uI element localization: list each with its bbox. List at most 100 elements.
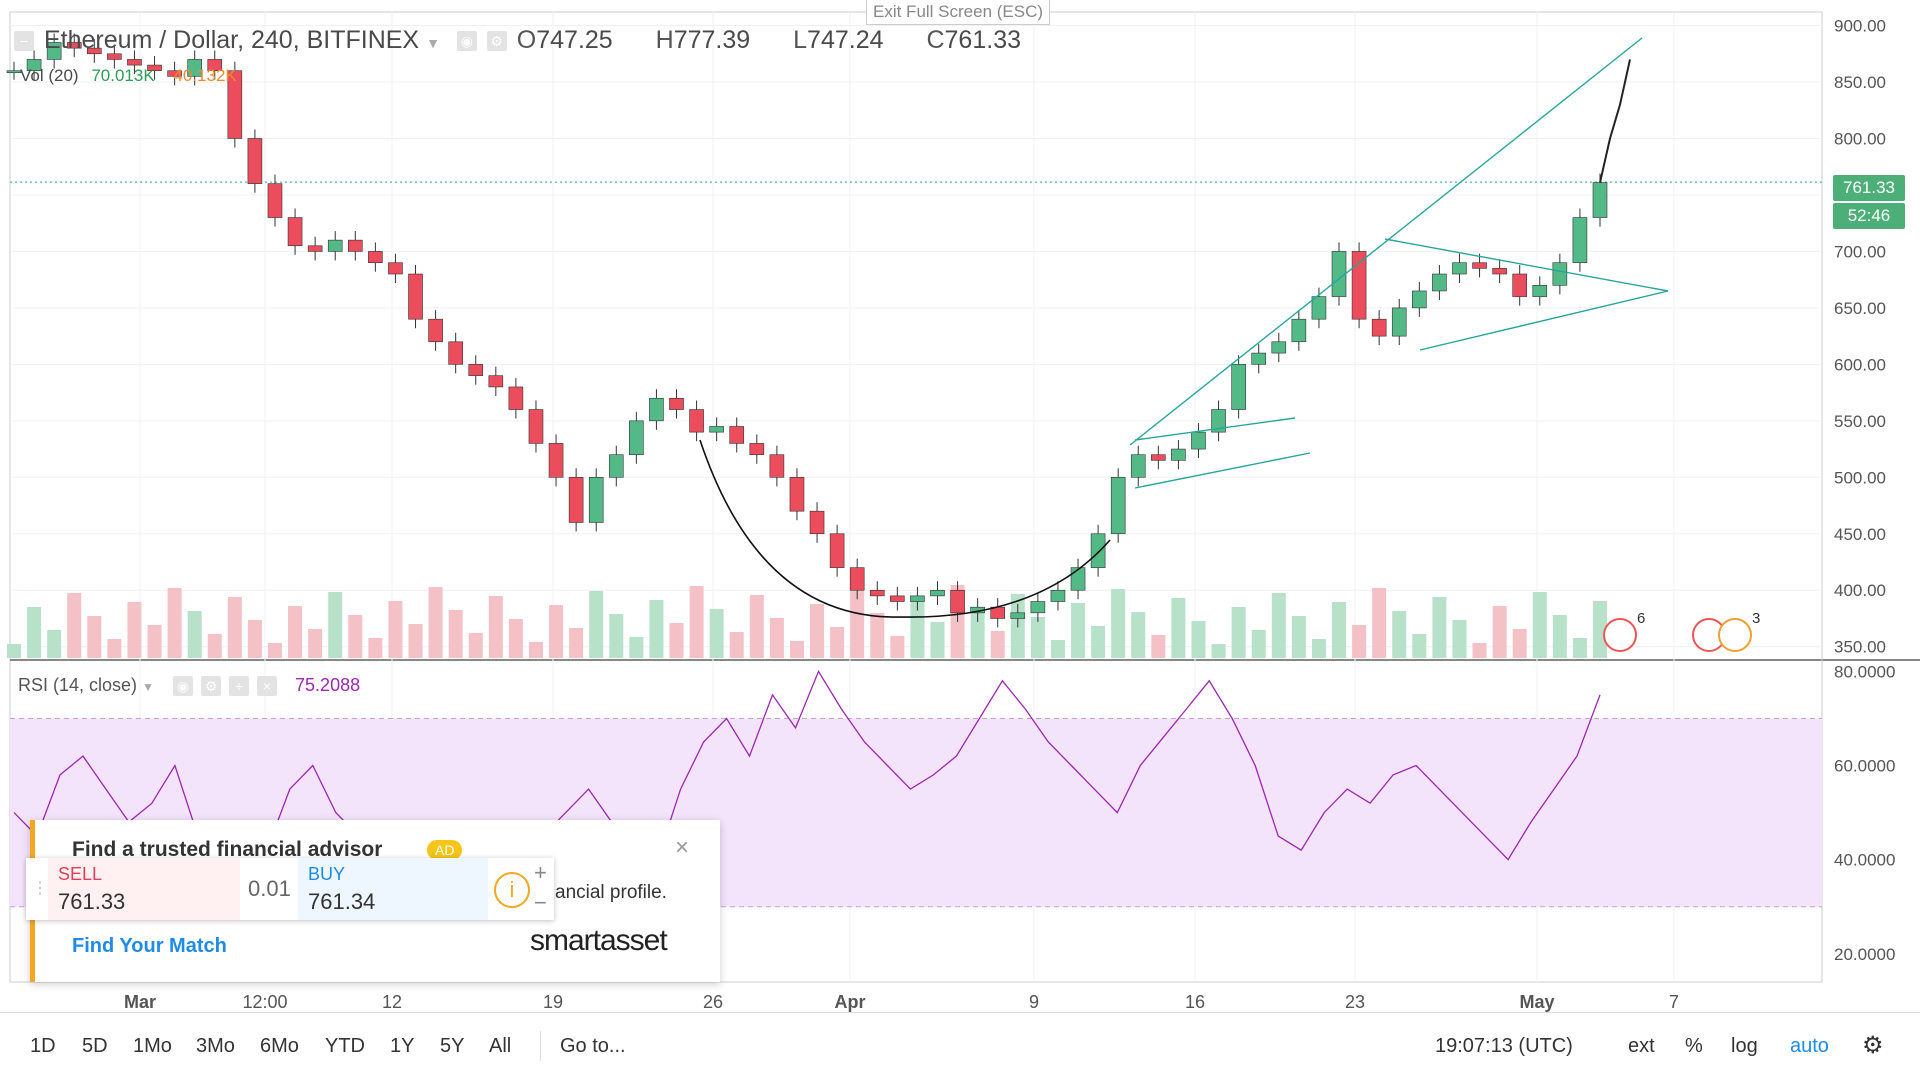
info-icon[interactable]: i (494, 872, 530, 908)
buy-button[interactable]: BUY 761.34 (298, 858, 488, 920)
gear-icon[interactable]: ⚙ (1862, 1032, 1884, 1059)
volume-bar (348, 615, 363, 658)
candle-body (1512, 273, 1527, 297)
candle-body (689, 409, 704, 433)
auto-toggle[interactable]: auto (1790, 1035, 1829, 1057)
volume-bar (1332, 602, 1347, 658)
volume-bar (488, 596, 503, 658)
price-tick-label: 700.00 (1834, 242, 1886, 261)
price-tick-label: 550.00 (1834, 412, 1886, 431)
triangle-upper (1384, 238, 1669, 292)
candle-body (1311, 296, 1327, 320)
gear-icon[interactable]: ⚙ (486, 31, 507, 52)
candle-body (1050, 589, 1066, 602)
ext-toggle[interactable]: ext (1628, 1035, 1655, 1057)
volume-bar (207, 634, 222, 658)
time-tick-label: Mar (124, 992, 156, 1012)
volume-bar (187, 611, 202, 658)
candle-body (408, 273, 423, 320)
chevron-down-icon[interactable]: ▼ (142, 680, 154, 694)
chart-canvas[interactable]: 900.00850.00800.00750.00700.00650.00600.… (0, 0, 1920, 1012)
candle-body (548, 443, 564, 478)
volume-bar (1171, 598, 1186, 658)
candle-body (1191, 431, 1206, 450)
rsi-tick-label: 20.0000 (1834, 945, 1895, 964)
find-match-link[interactable]: Find Your Match (72, 935, 227, 957)
event-flag-us[interactable]: 3 (1718, 610, 1760, 652)
candle-body (1171, 448, 1186, 461)
candle-body (1231, 364, 1246, 410)
timeframe-1d[interactable]: 1D (30, 1035, 56, 1057)
symbol-title[interactable]: Ethereum / Dollar, 240, BITFINEX (43, 26, 420, 54)
close-icon[interactable]: × (257, 676, 278, 697)
timeframe-1mo[interactable]: 1Mo (133, 1035, 172, 1057)
exit-fullscreen-button[interactable]: Exit Full Screen (ESC) (866, 0, 1051, 25)
candle-body (66, 42, 82, 49)
chevron-down-icon[interactable]: ▼ (426, 35, 440, 51)
close-icon[interactable]: × (675, 834, 690, 861)
percent-toggle[interactable]: % (1685, 1035, 1703, 1057)
timeframe-ytd[interactable]: YTD (325, 1035, 365, 1057)
volume-bar (870, 613, 885, 658)
gear-icon[interactable]: ⚙ (200, 676, 221, 697)
volume-bar (749, 595, 764, 658)
axes: 900.00850.00800.00750.00700.00650.00600.… (124, 17, 1895, 1012)
bottom-toolbar: 1D 5D 1Mo 3Mo 6Mo YTD 1Y 5Y All Go to...… (0, 1012, 1920, 1081)
volume-bar (970, 608, 985, 658)
utc-clock[interactable]: 19:07:13 (UTC) (1435, 1035, 1573, 1057)
ohlc-values: O747.25 H777.39 L747.24 C761.33 (516, 26, 1021, 54)
volume-bar (1432, 597, 1447, 658)
candle-body (1110, 477, 1126, 535)
candle-body (1211, 409, 1226, 433)
timeframe-5d[interactable]: 5D (82, 1035, 108, 1057)
timeframe-5y[interactable]: 5Y (440, 1035, 465, 1057)
time-tick-label: 19 (543, 992, 563, 1012)
buy-label: BUY (308, 864, 346, 884)
eye-icon[interactable]: ◉ (172, 676, 193, 697)
candle-body (588, 477, 604, 523)
lot-size[interactable]: 0.01 (248, 876, 291, 901)
sell-button[interactable]: SELL 761.33 (48, 858, 240, 920)
volume-bar (729, 632, 744, 658)
volume-bar (7, 644, 21, 658)
eye-icon[interactable]: ◉ (456, 31, 477, 52)
price-tick-label: 350.00 (1834, 638, 1886, 657)
volume-bar (609, 614, 624, 658)
collapse-icon[interactable]: − (14, 31, 34, 52)
timeframe-all[interactable]: All (489, 1035, 512, 1057)
volume-bar (267, 643, 282, 658)
plus-icon[interactable]: + (229, 676, 249, 697)
timeframe-1y[interactable]: 1Y (390, 1035, 415, 1057)
volume-bar (288, 606, 303, 658)
goto-button[interactable]: Go to... (560, 1035, 626, 1057)
timeframe-3mo[interactable]: 3Mo (196, 1035, 235, 1057)
price-tick-label: 600.00 (1834, 355, 1886, 374)
volume-bar (689, 586, 704, 658)
rsi-label[interactable]: RSI (14, close) (18, 675, 138, 695)
candle-body (829, 533, 845, 568)
event-flag-us[interactable]: 6 (1603, 610, 1645, 652)
volume-bar (448, 610, 463, 658)
timeframe-6mo[interactable]: 6Mo (260, 1035, 299, 1057)
candle-body (428, 318, 443, 343)
trade-widget: ⋮⋮ SELL 761.33 0.01 BUY 761.34 i + − (26, 858, 554, 920)
volume-bar (107, 639, 122, 658)
candle-body (1552, 262, 1568, 286)
log-toggle[interactable]: log (1731, 1035, 1758, 1057)
volume-bar (669, 623, 684, 658)
volume-bar (890, 636, 905, 658)
candle-body (287, 217, 303, 247)
price-tick-label: 800.00 (1834, 129, 1886, 148)
candle-body (809, 510, 825, 535)
rsi-tick-label: 40.0000 (1834, 851, 1895, 870)
candle-body (1251, 352, 1267, 365)
volume-bar (1131, 612, 1146, 658)
event-count: 3 (1752, 610, 1761, 627)
candle-body (930, 589, 945, 597)
candle-body (568, 477, 584, 523)
candle-body (729, 426, 745, 444)
plus-icon[interactable]: + (534, 860, 547, 885)
volume-bar (569, 628, 584, 658)
minus-icon[interactable]: − (534, 890, 547, 915)
candle-body (107, 53, 122, 60)
